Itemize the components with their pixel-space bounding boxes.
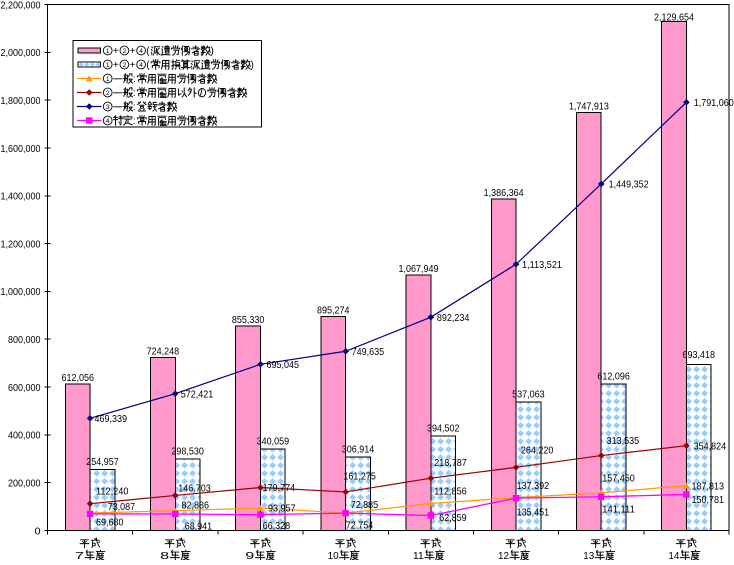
svg-text:340,059: 340,059 (257, 436, 290, 448)
svg-text:2: 2 (123, 48, 127, 55)
svg-text:112,856: 112,856 (434, 485, 467, 497)
svg-text:306,914: 306,914 (342, 444, 375, 456)
svg-text:200,000: 200,000 (8, 478, 41, 490)
svg-text:179,774: 179,774 (263, 482, 296, 494)
svg-text:82,886: 82,886 (182, 499, 210, 511)
svg-text:146,703: 146,703 (178, 482, 211, 494)
svg-text:): ) (251, 60, 254, 71)
svg-text:313,535: 313,535 (607, 435, 640, 447)
svg-text:600,000: 600,000 (8, 382, 41, 394)
svg-text:895,274: 895,274 (317, 304, 350, 316)
svg-text:537,063: 537,063 (512, 389, 545, 401)
svg-text:394,502: 394,502 (427, 423, 460, 435)
svg-text:135,451: 135,451 (517, 507, 550, 519)
svg-text:72,754: 72,754 (346, 520, 374, 532)
svg-text:2: 2 (123, 62, 127, 69)
svg-text:137,392: 137,392 (517, 480, 550, 492)
svg-text:1,600,000: 1,600,000 (1, 143, 41, 155)
svg-text:66,328: 66,328 (263, 520, 291, 532)
svg-text:1,747,913: 1,747,913 (569, 101, 609, 113)
svg-text:1: 1 (106, 62, 110, 69)
svg-text:695,045: 695,045 (266, 359, 299, 371)
svg-text:112,240: 112,240 (96, 486, 129, 498)
svg-text:1: 1 (106, 76, 110, 83)
svg-text:1,200,000: 1,200,000 (1, 238, 41, 250)
svg-text:612,096: 612,096 (597, 371, 630, 383)
svg-text:1,800,000: 1,800,000 (1, 95, 41, 107)
svg-text:218,787: 218,787 (434, 457, 467, 469)
svg-text:298,530: 298,530 (171, 446, 204, 458)
svg-text:9: 9 (245, 550, 254, 560)
svg-text:+: + (130, 46, 136, 57)
svg-text:157,450: 157,450 (602, 473, 635, 485)
svg-text:3: 3 (106, 104, 110, 111)
svg-text:800,000: 800,000 (8, 334, 41, 346)
svg-text:69,680: 69,680 (96, 517, 124, 529)
svg-text:2,200,000: 2,200,000 (1, 0, 41, 11)
svg-text:254,957: 254,957 (86, 456, 119, 468)
svg-text:(: ( (146, 46, 150, 57)
svg-text:68,941: 68,941 (185, 520, 213, 532)
svg-text:264,220: 264,220 (521, 444, 554, 456)
svg-text:855,330: 855,330 (232, 314, 265, 326)
svg-text::: : (133, 88, 136, 99)
svg-text:150,781: 150,781 (692, 494, 725, 506)
svg-text:354,824: 354,824 (694, 441, 727, 453)
svg-text:): ) (211, 46, 214, 57)
svg-text::: : (133, 116, 136, 127)
svg-text:1,791,060: 1,791,060 (694, 97, 734, 109)
svg-text:1,449,352: 1,449,352 (609, 179, 649, 191)
svg-text:724,248: 724,248 (147, 345, 180, 357)
svg-text:187,813: 187,813 (692, 481, 725, 493)
svg-text:7: 7 (75, 550, 84, 560)
svg-text:62,859: 62,859 (439, 512, 467, 524)
svg-text:11: 11 (413, 550, 424, 560)
svg-text:141,111: 141,111 (602, 504, 635, 516)
svg-text:749,635: 749,635 (352, 346, 385, 358)
svg-text:4: 4 (139, 48, 143, 55)
svg-text:93,957: 93,957 (268, 503, 296, 515)
svg-text::: : (133, 102, 136, 113)
svg-text:+: + (113, 46, 119, 57)
svg-text:400,000: 400,000 (8, 430, 41, 442)
svg-text:0: 0 (35, 525, 41, 537)
svg-text:12: 12 (498, 550, 509, 560)
svg-text:8: 8 (160, 550, 169, 560)
svg-text:469,339: 469,339 (94, 413, 127, 425)
svg-text:73,087: 73,087 (108, 501, 136, 513)
svg-text:1,400,000: 1,400,000 (1, 191, 41, 203)
svg-text:72,885: 72,885 (351, 499, 379, 511)
svg-text:14: 14 (668, 550, 679, 560)
svg-text:+: + (130, 60, 136, 71)
svg-text:13: 13 (583, 550, 594, 560)
svg-text:612,056: 612,056 (61, 372, 94, 384)
svg-text:+: + (113, 60, 119, 71)
svg-text:161,275: 161,275 (343, 471, 376, 483)
svg-text:4: 4 (139, 62, 143, 69)
svg-text:693,418: 693,418 (683, 349, 716, 361)
svg-text:1,386,364: 1,386,364 (484, 187, 524, 199)
svg-text::: : (133, 74, 136, 85)
svg-text:10: 10 (328, 550, 339, 560)
svg-text:2,000,000: 2,000,000 (1, 47, 41, 59)
svg-text:(: ( (146, 60, 150, 71)
svg-text:2: 2 (106, 90, 110, 97)
svg-text:1,000,000: 1,000,000 (1, 286, 41, 298)
svg-text:2,129,654: 2,129,654 (654, 11, 694, 23)
svg-text:1,113,521: 1,113,521 (522, 259, 562, 271)
svg-text:572,421: 572,421 (181, 388, 214, 400)
svg-text:892,234: 892,234 (437, 312, 470, 324)
svg-text:4: 4 (106, 118, 110, 125)
svg-text:1,067,949: 1,067,949 (398, 263, 438, 275)
svg-text:1: 1 (106, 48, 110, 55)
